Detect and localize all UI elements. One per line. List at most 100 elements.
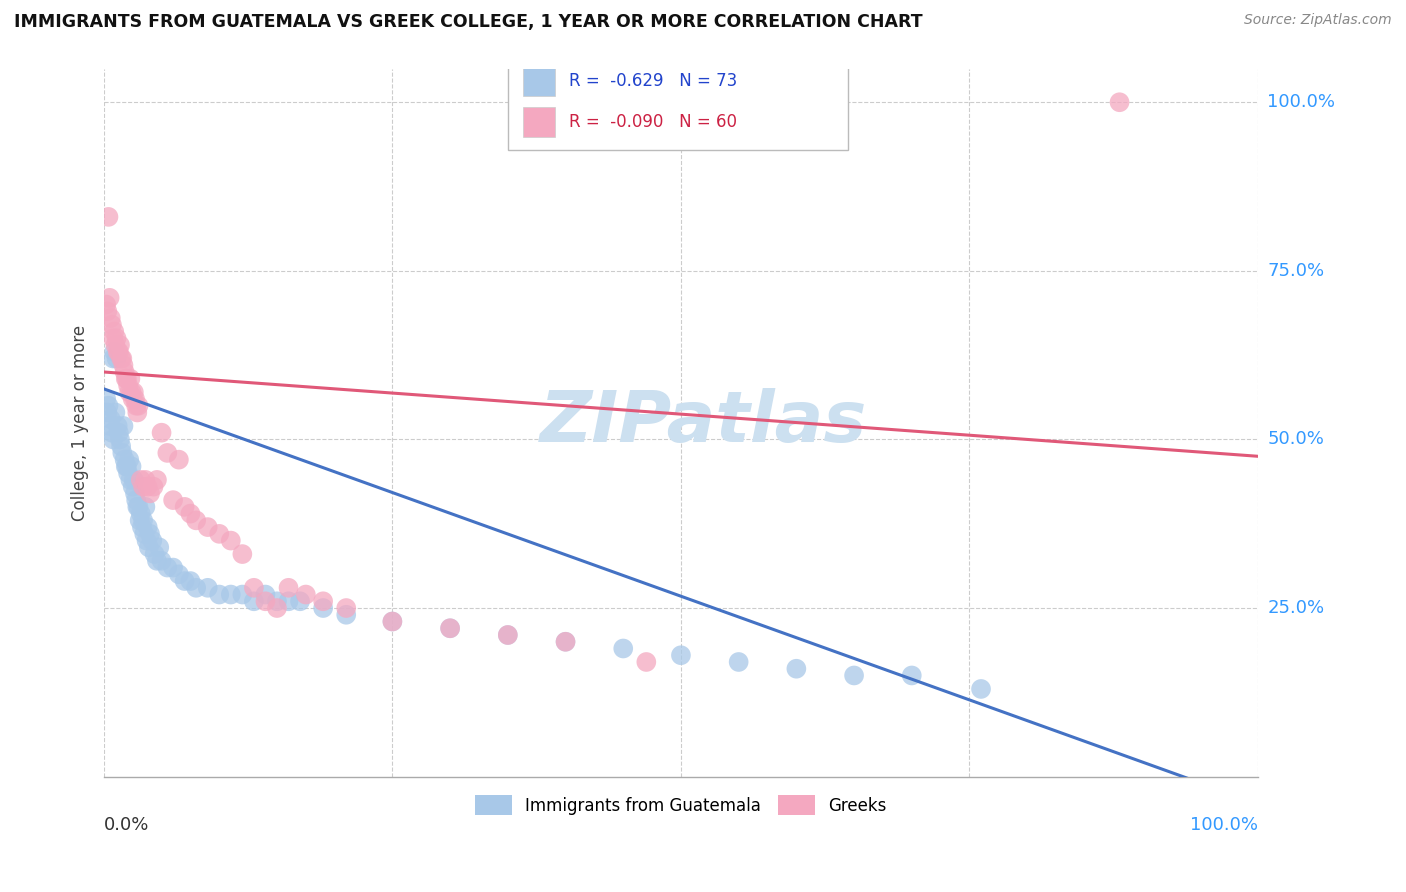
Point bbox=[112, 358, 135, 372]
Point bbox=[179, 574, 201, 588]
Point bbox=[111, 446, 134, 460]
Point bbox=[612, 641, 634, 656]
Point bbox=[288, 594, 311, 608]
Point bbox=[108, 338, 131, 352]
Point bbox=[125, 399, 148, 413]
Point bbox=[179, 507, 201, 521]
Point bbox=[96, 392, 118, 406]
Point bbox=[134, 500, 156, 514]
Y-axis label: College, 1 year or more: College, 1 year or more bbox=[72, 325, 89, 521]
Text: 50.0%: 50.0% bbox=[1267, 431, 1324, 449]
Point bbox=[554, 634, 576, 648]
Point bbox=[139, 526, 162, 541]
Point bbox=[114, 365, 136, 379]
Point bbox=[131, 520, 153, 534]
Point bbox=[136, 480, 159, 494]
Point bbox=[496, 628, 519, 642]
Point bbox=[208, 588, 231, 602]
Point bbox=[101, 331, 124, 345]
Point bbox=[156, 446, 179, 460]
Point bbox=[173, 500, 195, 514]
Point bbox=[124, 392, 146, 406]
Point bbox=[266, 601, 288, 615]
Point bbox=[150, 554, 173, 568]
Point bbox=[101, 433, 124, 447]
Point bbox=[103, 325, 125, 339]
Point bbox=[104, 338, 127, 352]
Text: 75.0%: 75.0% bbox=[1267, 262, 1324, 280]
Point bbox=[125, 493, 148, 508]
Point bbox=[143, 547, 166, 561]
Point bbox=[167, 567, 190, 582]
Point bbox=[104, 405, 127, 419]
Point bbox=[101, 351, 124, 366]
Point bbox=[669, 648, 692, 663]
Point bbox=[231, 588, 253, 602]
Point bbox=[128, 513, 150, 527]
Point bbox=[312, 594, 335, 608]
Point bbox=[121, 392, 143, 406]
Point bbox=[103, 344, 125, 359]
Point bbox=[162, 493, 184, 508]
Point bbox=[381, 615, 404, 629]
Point bbox=[439, 621, 461, 635]
Point bbox=[98, 419, 121, 434]
Point bbox=[134, 526, 156, 541]
Point bbox=[118, 452, 141, 467]
Point bbox=[727, 655, 749, 669]
Point bbox=[138, 541, 160, 555]
Point bbox=[96, 297, 118, 311]
Point bbox=[900, 668, 922, 682]
Point bbox=[173, 574, 195, 588]
Point bbox=[162, 560, 184, 574]
Point bbox=[135, 533, 157, 548]
Point bbox=[554, 634, 576, 648]
Point bbox=[111, 351, 134, 366]
Point bbox=[114, 372, 136, 386]
Text: R =  -0.629   N = 73: R = -0.629 N = 73 bbox=[569, 72, 737, 90]
Point bbox=[129, 507, 152, 521]
Point bbox=[219, 588, 242, 602]
Point bbox=[150, 425, 173, 440]
Point bbox=[186, 513, 208, 527]
Text: 100.0%: 100.0% bbox=[1267, 94, 1336, 112]
Point bbox=[107, 419, 129, 434]
Text: R =  -0.090   N = 60: R = -0.090 N = 60 bbox=[569, 112, 737, 131]
Point bbox=[121, 459, 143, 474]
Point bbox=[231, 547, 253, 561]
Point bbox=[108, 433, 131, 447]
Point bbox=[115, 459, 138, 474]
Point bbox=[132, 513, 155, 527]
Point bbox=[110, 439, 132, 453]
Text: 100.0%: 100.0% bbox=[1189, 815, 1258, 833]
Point bbox=[96, 304, 118, 318]
Point bbox=[114, 459, 136, 474]
Text: IMMIGRANTS FROM GUATEMALA VS GREEK COLLEGE, 1 YEAR OR MORE CORRELATION CHART: IMMIGRANTS FROM GUATEMALA VS GREEK COLLE… bbox=[14, 13, 922, 31]
Point bbox=[148, 541, 170, 555]
Point bbox=[124, 486, 146, 500]
Point bbox=[100, 412, 122, 426]
Point bbox=[266, 594, 288, 608]
Point bbox=[114, 452, 136, 467]
Point bbox=[277, 581, 299, 595]
Point bbox=[496, 628, 519, 642]
Point bbox=[105, 351, 128, 366]
Point bbox=[98, 291, 121, 305]
Point bbox=[381, 615, 404, 629]
Point bbox=[335, 601, 357, 615]
Point bbox=[118, 385, 141, 400]
Point bbox=[97, 210, 120, 224]
Point bbox=[335, 607, 357, 622]
Point bbox=[127, 500, 149, 514]
Point bbox=[120, 372, 142, 386]
Point bbox=[197, 581, 219, 595]
Point bbox=[115, 372, 138, 386]
Point bbox=[96, 405, 118, 419]
Point bbox=[127, 399, 149, 413]
Point bbox=[146, 473, 169, 487]
Point bbox=[107, 344, 129, 359]
Point bbox=[208, 526, 231, 541]
Point bbox=[110, 351, 132, 366]
Point bbox=[156, 560, 179, 574]
Point bbox=[117, 378, 139, 392]
